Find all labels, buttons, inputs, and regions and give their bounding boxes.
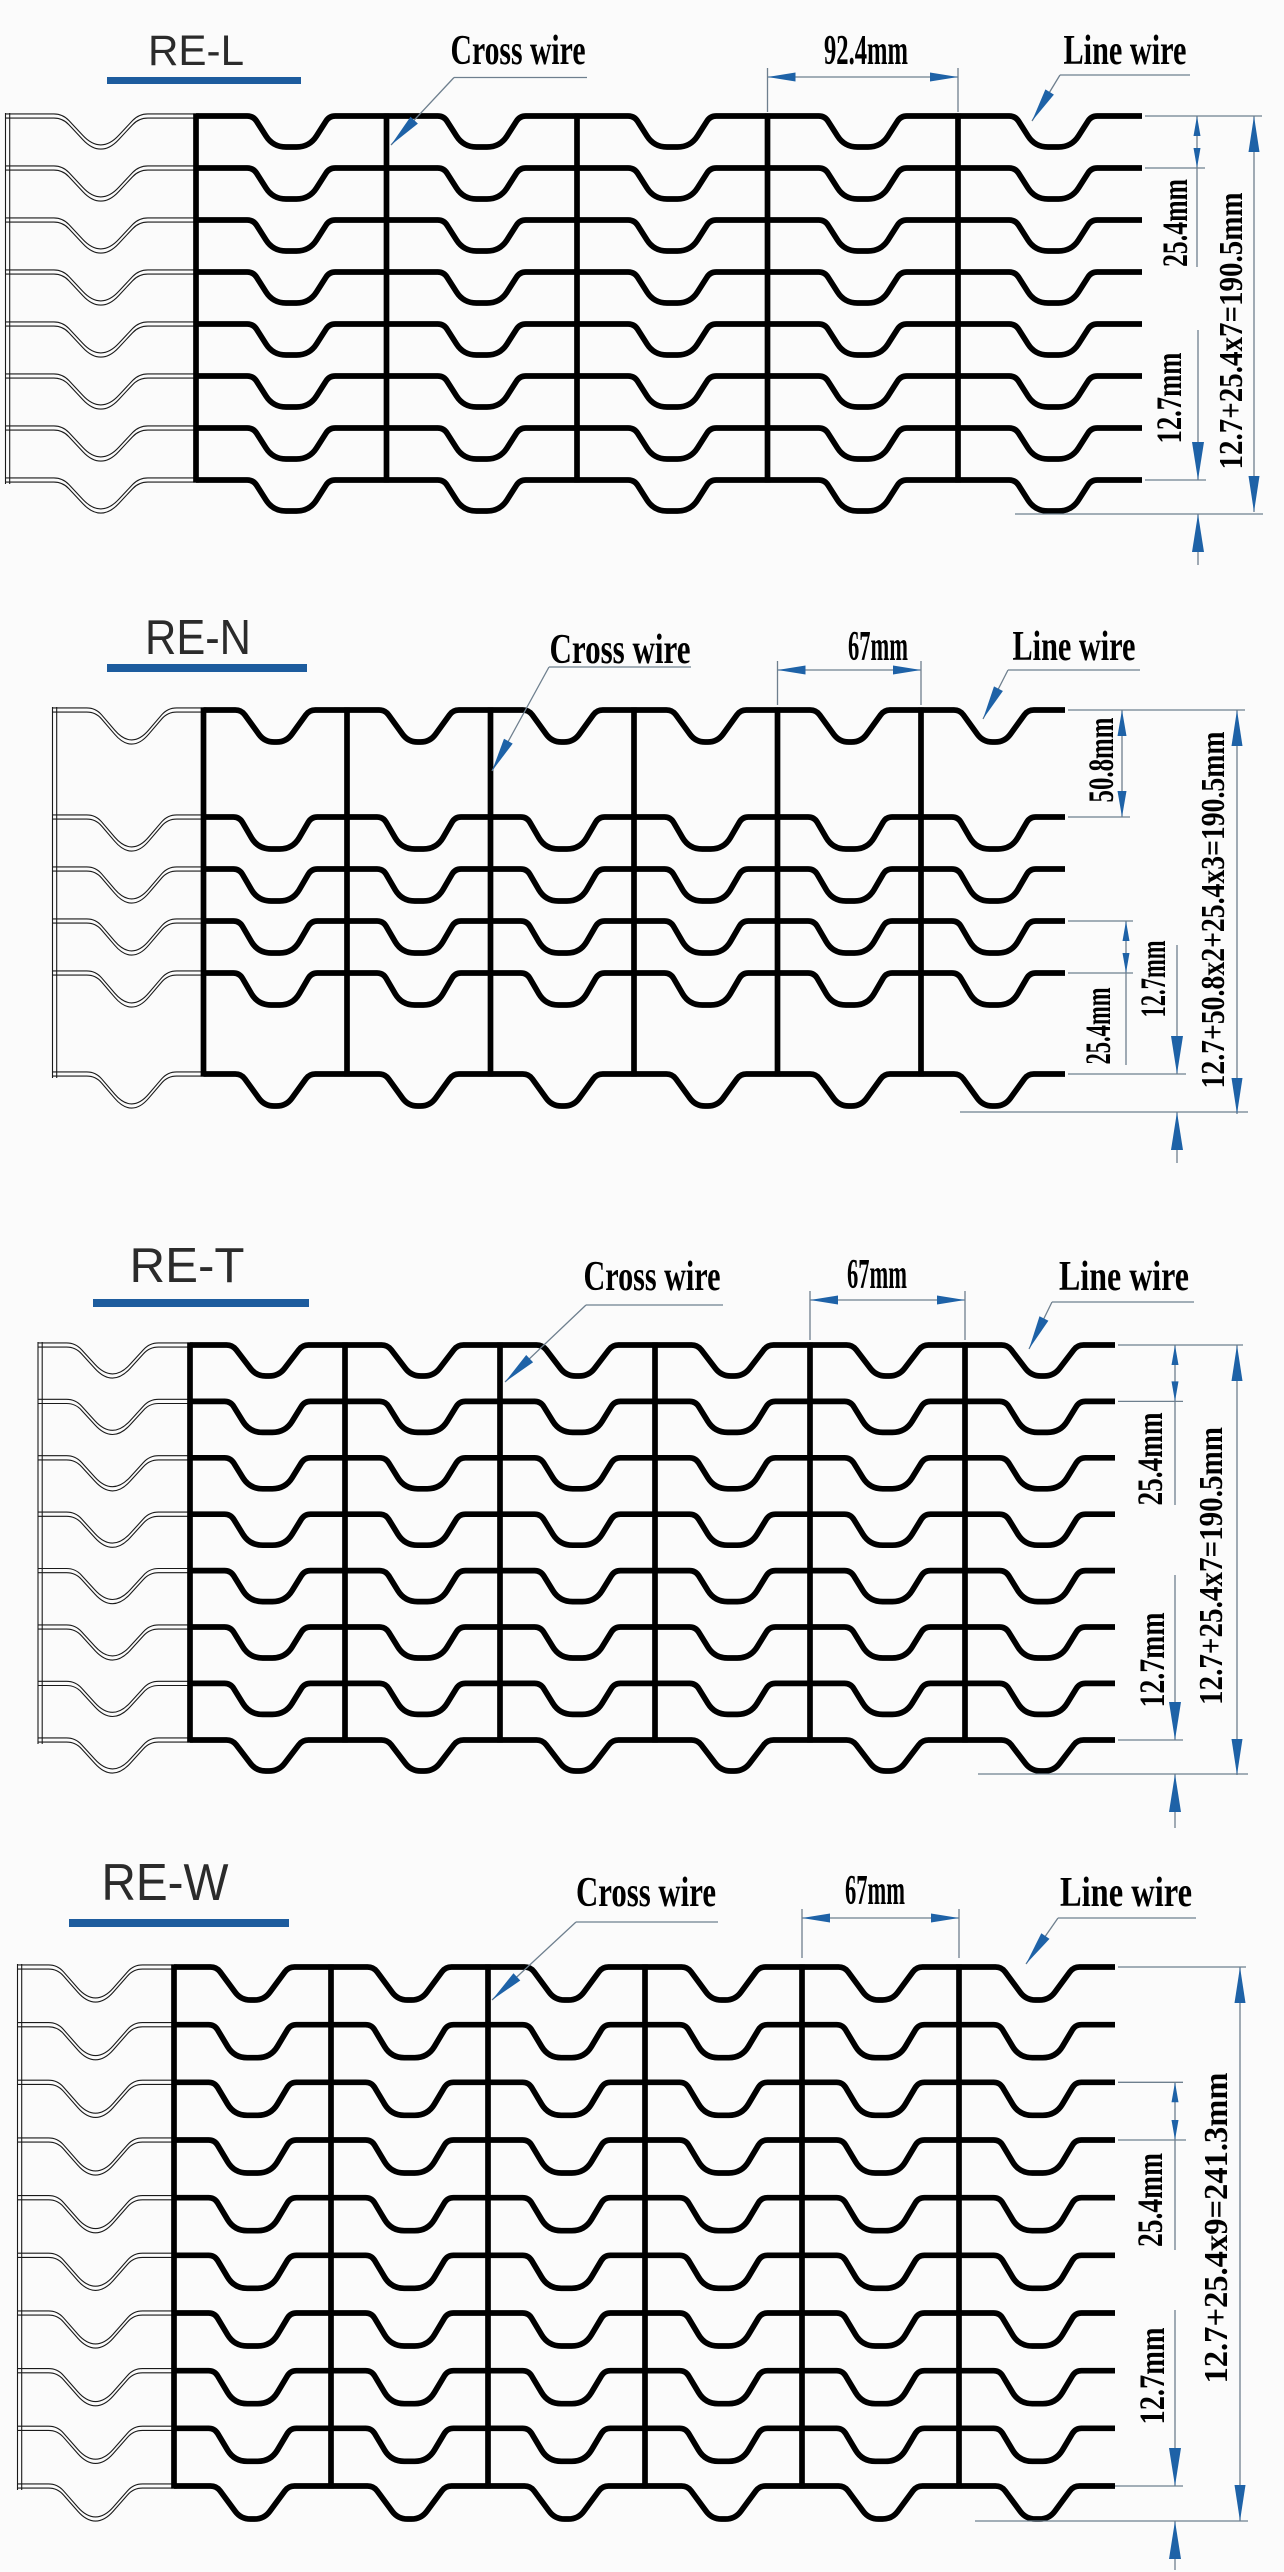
svg-text:RE-L: RE-L <box>148 27 244 75</box>
svg-text:12.7mm: 12.7mm <box>1133 940 1173 1017</box>
svg-text:Line wire: Line wire <box>1013 624 1136 670</box>
svg-text:92.4mm: 92.4mm <box>824 28 908 74</box>
svg-text:12.7+25.4x9=241.3mm: 12.7+25.4x9=241.3mm <box>1198 2073 1235 2384</box>
svg-text:Cross wire: Cross wire <box>584 1254 721 1300</box>
svg-text:50.8mm: 50.8mm <box>1081 717 1121 802</box>
svg-text:Cross wire: Cross wire <box>550 627 691 673</box>
svg-text:Cross wire: Cross wire <box>451 28 586 74</box>
svg-text:12.7+25.4x7=190.5mm: 12.7+25.4x7=190.5mm <box>1193 1427 1230 1705</box>
svg-text:67mm: 67mm <box>847 1252 907 1298</box>
svg-text:25.4mm: 25.4mm <box>1078 987 1118 1064</box>
svg-text:25.4mm: 25.4mm <box>1130 2153 1170 2247</box>
svg-text:RE-W: RE-W <box>102 1854 229 1912</box>
svg-text:12.7+25.4x7=190.5mm: 12.7+25.4x7=190.5mm <box>1213 193 1250 470</box>
svg-text:Cross wire: Cross wire <box>576 1870 716 1916</box>
svg-text:Line wire: Line wire <box>1059 1254 1189 1300</box>
svg-text:25.4mm: 25.4mm <box>1130 1412 1170 1505</box>
svg-text:Line wire: Line wire <box>1060 1870 1192 1916</box>
svg-text:67mm: 67mm <box>845 1868 905 1914</box>
svg-text:12.7mm: 12.7mm <box>1132 1612 1172 1707</box>
svg-text:12.7mm: 12.7mm <box>1149 352 1189 443</box>
svg-text:25.4mm: 25.4mm <box>1155 179 1195 267</box>
svg-text:12.7+50.8x2+25.4x3=190.5mm: 12.7+50.8x2+25.4x3=190.5mm <box>1195 732 1232 1089</box>
svg-text:RE-T: RE-T <box>130 1239 245 1293</box>
svg-text:Line wire: Line wire <box>1064 28 1187 74</box>
svg-text:RE-N: RE-N <box>145 611 251 665</box>
svg-text:67mm: 67mm <box>848 624 908 670</box>
svg-text:12.7mm: 12.7mm <box>1132 2327 1172 2424</box>
